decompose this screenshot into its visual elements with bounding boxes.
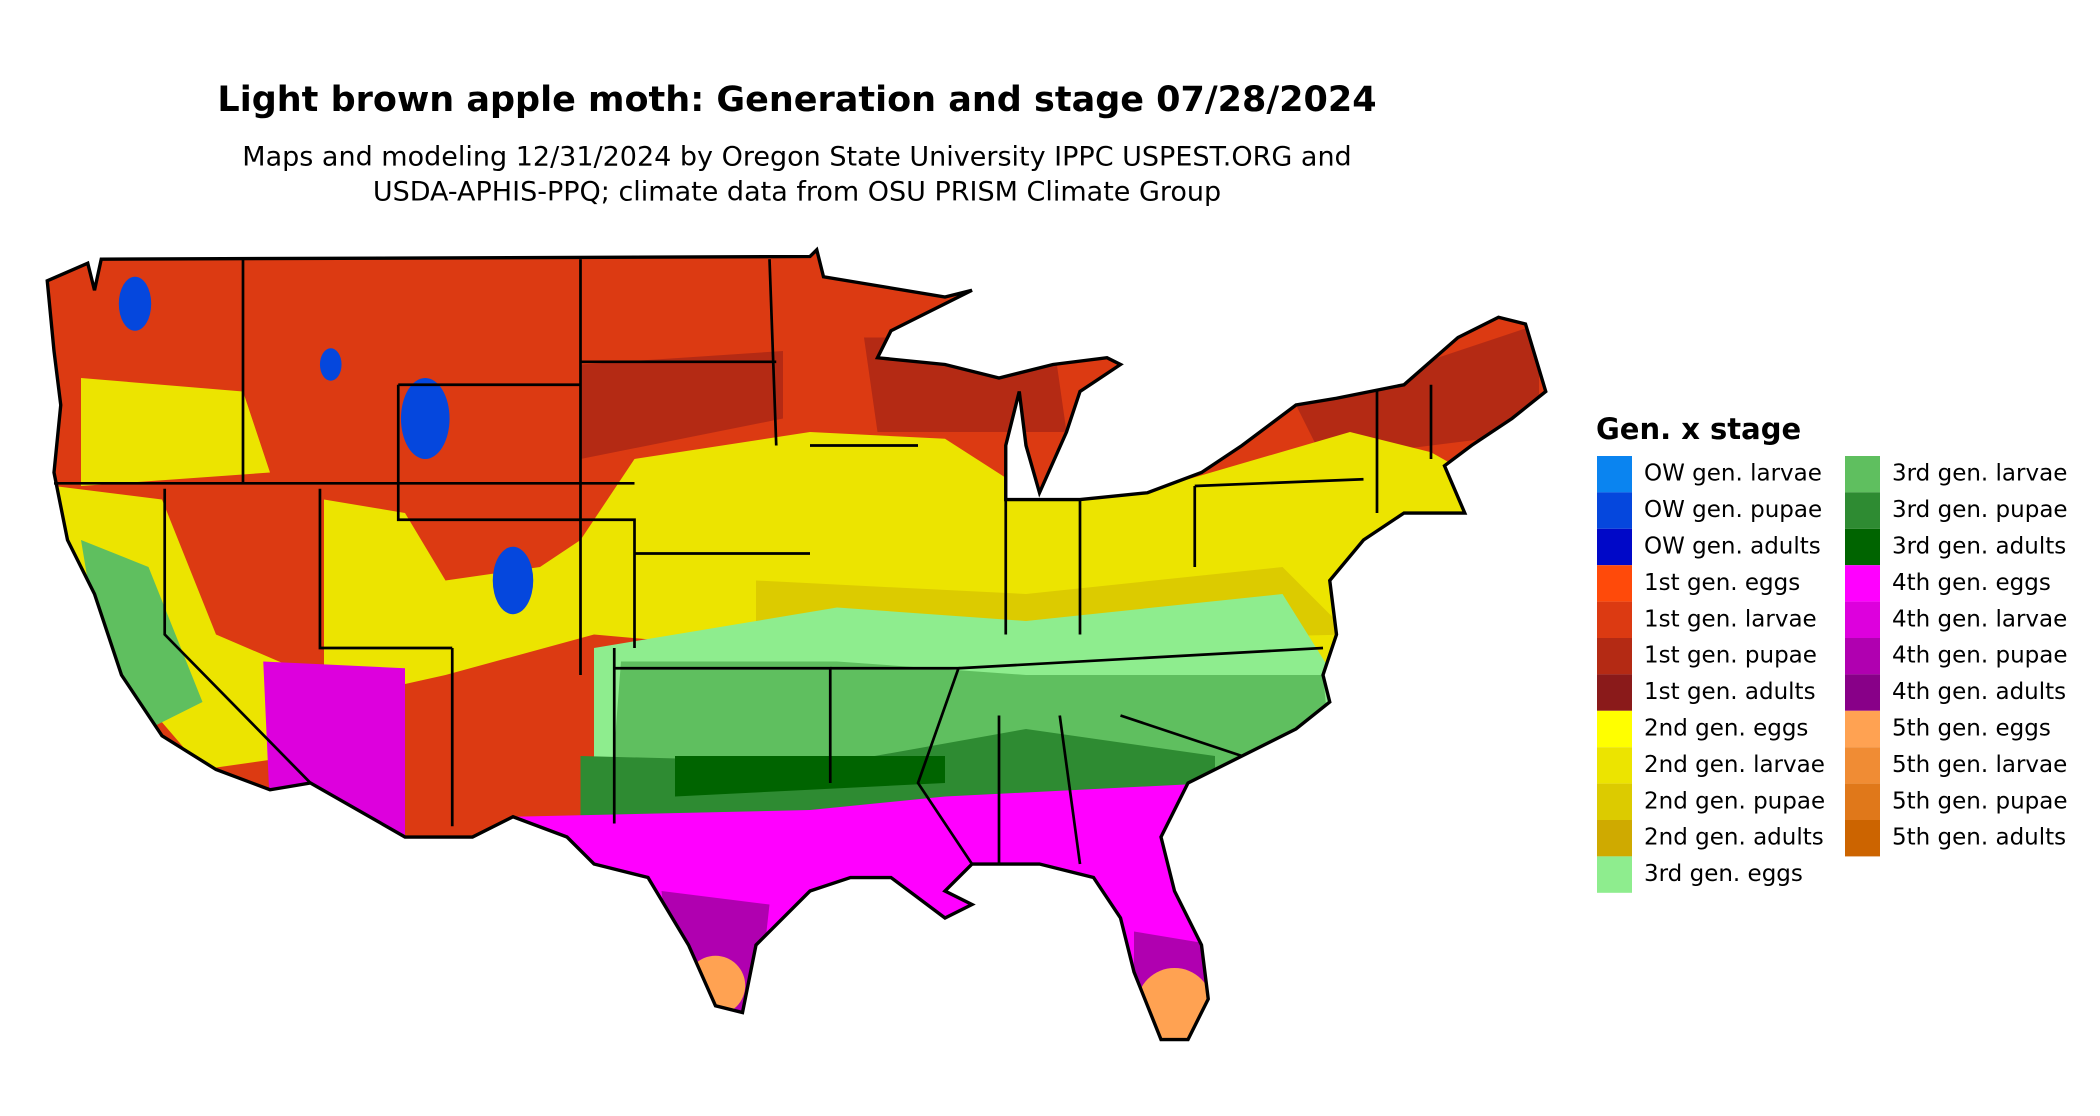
legend-label: 4th gen. pupae: [1892, 643, 2068, 669]
legend-label: 4th gen. adults: [1892, 679, 2066, 705]
map-subtitle: USDA-APHIS-PPQ; climate data from OSU PR…: [373, 177, 1221, 208]
legend-label: 3rd gen. pupae: [1892, 497, 2068, 523]
legend-swatch: [1597, 456, 1632, 493]
legend-swatch: [1845, 820, 1880, 857]
legend-label: 3rd gen. larvae: [1892, 461, 2067, 487]
legend-swatch: [1597, 783, 1632, 820]
legend-label: 2nd gen. eggs: [1644, 716, 1808, 742]
legend-label: OW gen. adults: [1644, 534, 1821, 560]
legend-label: 1st gen. adults: [1644, 679, 1816, 705]
legend-label: OW gen. larvae: [1644, 461, 1822, 487]
legend-label: 1st gen. pupae: [1644, 643, 1817, 669]
legend-label: 5th gen. adults: [1892, 825, 2066, 851]
legend-swatch: [1845, 565, 1880, 602]
legend-label: 1st gen. larvae: [1644, 606, 1817, 632]
legend-label: 3rd gen. eggs: [1644, 861, 1803, 887]
legend-swatch: [1597, 601, 1632, 638]
legend-swatch: [1845, 674, 1880, 711]
legend-label: 3rd gen. adults: [1892, 534, 2066, 560]
legend-swatch: [1597, 710, 1632, 748]
legend-swatch: [1845, 638, 1880, 675]
legend-label: 5th gen. pupae: [1892, 788, 2068, 814]
legend-swatch: [1597, 565, 1632, 602]
legend-title: Gen. x stage: [1596, 412, 1801, 446]
legend-swatch: [1597, 528, 1632, 566]
legend-swatch: [1597, 820, 1632, 857]
legend-swatch: [1597, 674, 1632, 711]
legend-swatch: [1845, 456, 1880, 493]
legend-label: 4th gen. larvae: [1892, 606, 2067, 632]
legend-label: OW gen. pupae: [1644, 497, 1822, 523]
legend-label: 4th gen. eggs: [1892, 570, 2051, 596]
us-outline: [45, 246, 1548, 1042]
legend-label: 2nd gen. adults: [1644, 825, 1824, 851]
legend-label: 5th gen. eggs: [1892, 716, 2051, 742]
legend-label: 1st gen. eggs: [1644, 570, 1800, 596]
legend-swatch: [1845, 710, 1880, 748]
legend-label: 2nd gen. pupae: [1644, 788, 1825, 814]
legend-swatch: [1845, 747, 1880, 784]
legend-swatch: [1845, 528, 1880, 566]
map-title: Light brown apple moth: Generation and s…: [217, 80, 1376, 120]
legend-swatch: [1597, 747, 1632, 784]
legend-swatch: [1597, 856, 1632, 893]
map-subtitle: Maps and modeling 12/31/2024 by Oregon S…: [242, 142, 1351, 173]
legend: Gen. x stage OW gen. larvae OW gen. pupae…: [1596, 412, 2068, 893]
state-borders: [54, 259, 1433, 865]
legend-label: 2nd gen. larvae: [1644, 752, 1825, 778]
legend-swatch: [1845, 492, 1880, 529]
legend-swatch: [1845, 783, 1880, 820]
legend-label: 5th gen. larvae: [1892, 752, 2067, 778]
us-map: [45, 246, 1548, 1042]
legend-swatch: [1845, 601, 1880, 638]
legend-swatch: [1597, 492, 1632, 529]
legend-swatch: [1597, 638, 1632, 675]
